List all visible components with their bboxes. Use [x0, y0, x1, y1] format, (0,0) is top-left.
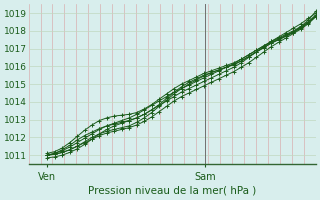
X-axis label: Pression niveau de la mer( hPa ): Pression niveau de la mer( hPa ) — [88, 186, 256, 196]
